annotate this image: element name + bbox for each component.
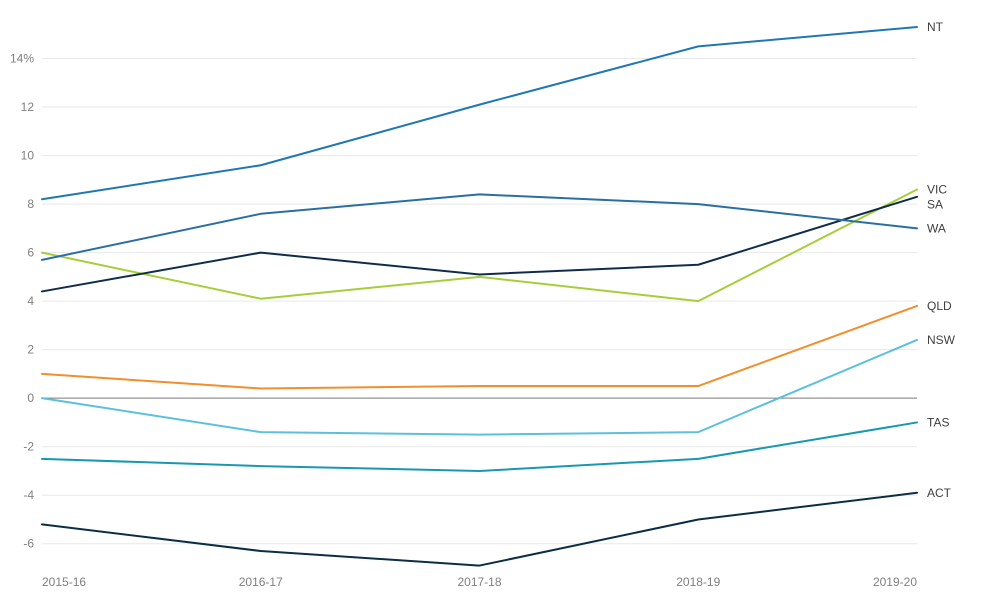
x-axis-label: 2019-20	[873, 575, 917, 589]
y-axis-label: -2	[23, 440, 34, 454]
x-axis-label: 2018-19	[676, 575, 720, 589]
y-axis-label: 4	[27, 294, 34, 308]
y-axis-label: 12	[21, 100, 35, 114]
series-label-nt: NT	[927, 20, 944, 34]
series-label-sa: SA	[927, 198, 943, 212]
x-axis-label: 2016-17	[239, 575, 283, 589]
series-label-wa: WA	[927, 221, 946, 235]
series-label-qld: QLD	[927, 299, 952, 313]
series-label-act: ACT	[927, 486, 952, 500]
y-axis-label: -6	[23, 537, 34, 551]
y-axis-label: 10	[21, 149, 35, 163]
series-label-nsw: NSW	[927, 333, 956, 347]
series-label-tas: TAS	[927, 415, 949, 429]
y-axis-label: -4	[23, 488, 34, 502]
y-axis-label: 6	[27, 246, 34, 260]
x-axis-label: 2017-18	[457, 575, 501, 589]
y-axis-label: 2	[27, 343, 34, 357]
chart-svg: 14% 12 10 8 6 4 2 0 -2 -4 -6 2015-16 2016-17 2017-18 2…	[0, 0, 987, 600]
y-axis-label: 8	[27, 197, 34, 211]
y-axis-label: 14%	[10, 52, 34, 66]
series-label-vic: VIC	[927, 183, 947, 197]
y-axis-label: 0	[27, 391, 34, 405]
line-chart: 14% 12 10 8 6 4 2 0 -2 -4 -6 2015-16 2016-17 2017-18 2…	[0, 0, 987, 600]
chart-background	[0, 0, 987, 600]
x-axis-label: 2015-16	[42, 575, 86, 589]
